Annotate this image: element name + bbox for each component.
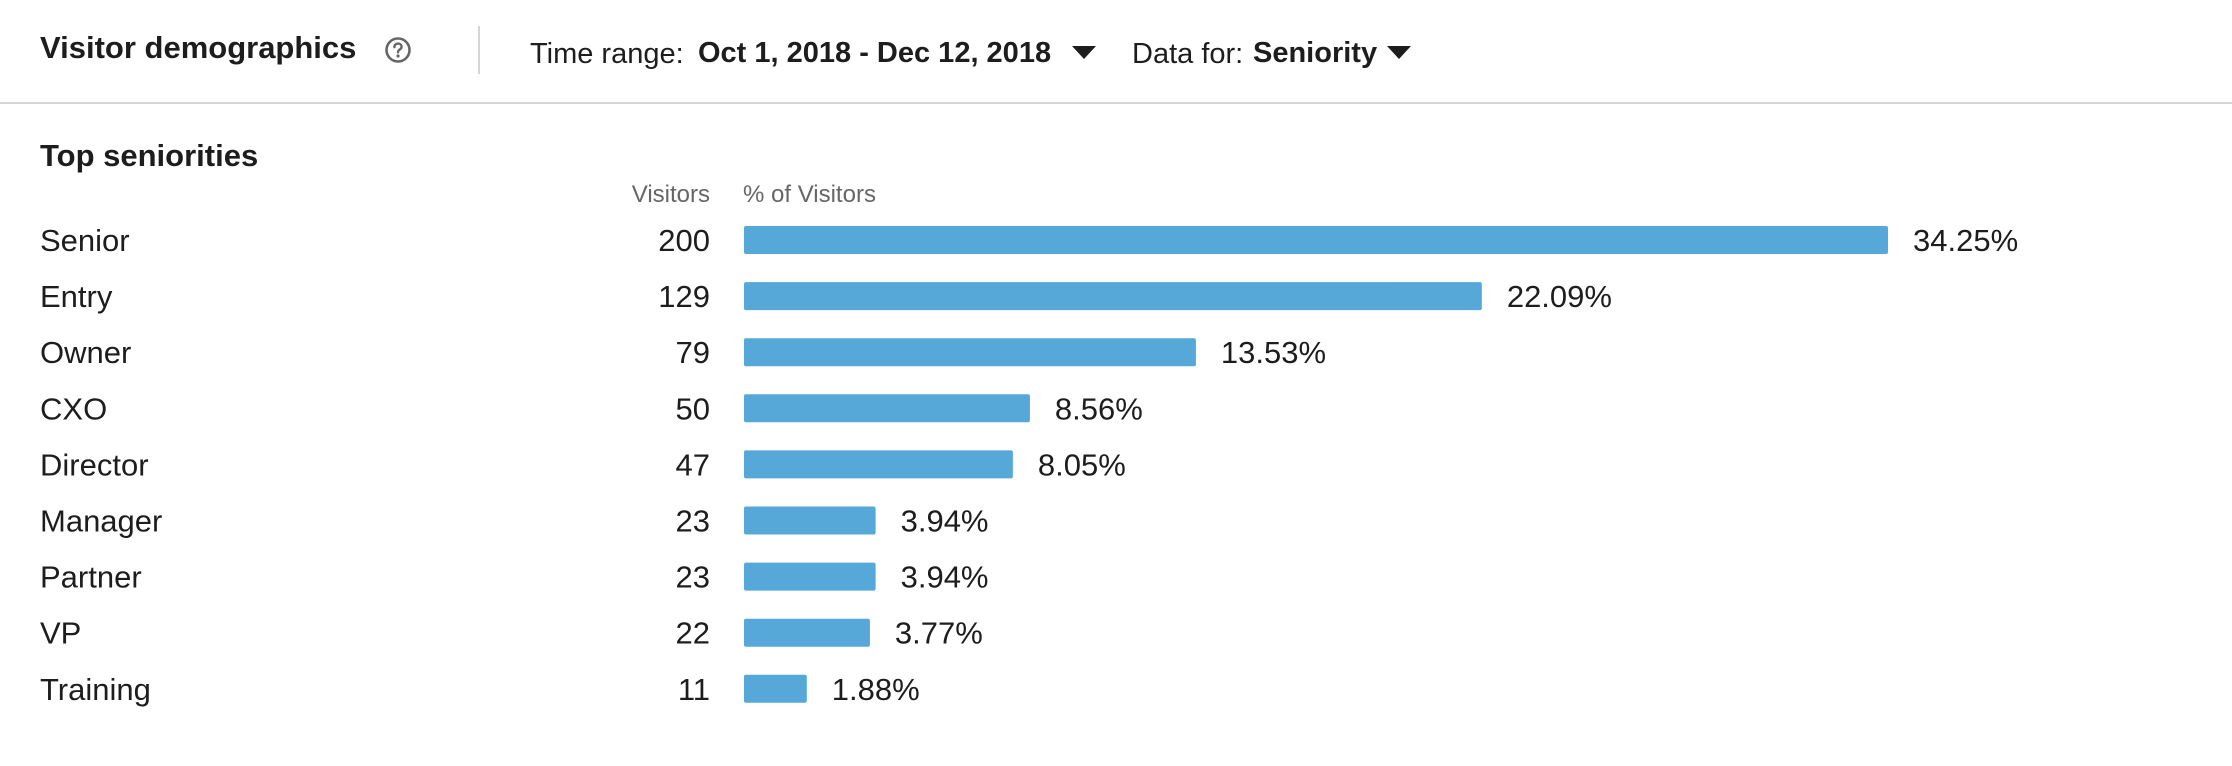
chart-row: Senior 200 34.25% xyxy=(40,223,2018,258)
category-label: Manager xyxy=(40,504,162,539)
visitor-count: 11 xyxy=(678,672,710,707)
bar[interactable] xyxy=(744,618,870,647)
column-header-percent: % of Visitors xyxy=(743,181,876,208)
visitor-count: 23 xyxy=(676,504,710,539)
chart-row: Owner 79 13.53% xyxy=(40,335,1326,370)
visitor-count: 22 xyxy=(676,616,710,651)
visitor-count: 23 xyxy=(676,560,710,595)
category-label: Entry xyxy=(40,279,113,314)
percent-label: 3.94% xyxy=(901,560,989,595)
caret-down-icon[interactable] xyxy=(1386,44,1412,60)
visitor-count: 47 xyxy=(676,447,710,482)
category-label: Training xyxy=(40,672,151,707)
percent-label: 3.77% xyxy=(895,616,983,651)
category-label: Senior xyxy=(40,223,130,258)
data-for-label: Data for: xyxy=(1132,38,1244,70)
bar[interactable] xyxy=(744,338,1196,367)
chart-row: Partner 23 3.94% xyxy=(40,560,989,595)
chart-row: Training 11 1.88% xyxy=(40,672,920,707)
category-label: Owner xyxy=(40,335,131,370)
page-title: Visitor demographics xyxy=(40,30,357,65)
chart-row: CXO 50 8.56% xyxy=(40,391,1143,426)
percent-label: 22.09% xyxy=(1507,279,1612,314)
chart-row: VP 22 3.77% xyxy=(40,616,983,651)
visitor-count: 200 xyxy=(658,223,710,258)
bar[interactable] xyxy=(744,450,1013,479)
header-bar: Visitor demographics Time range: Oct 1, … xyxy=(0,0,2232,104)
percent-label: 34.25% xyxy=(1913,223,2018,258)
chart-row: Entry 129 22.09% xyxy=(40,279,1612,314)
section-title: Top seniorities xyxy=(40,138,259,173)
chart-row: Manager 23 3.94% xyxy=(40,504,989,539)
data-for-value[interactable]: Seniority xyxy=(1253,37,1378,69)
percent-label: 8.05% xyxy=(1038,447,1126,482)
column-header-visitors: Visitors xyxy=(631,181,710,208)
percent-label: 13.53% xyxy=(1221,335,1326,370)
percent-label: 1.88% xyxy=(832,672,920,707)
question-circle-icon[interactable] xyxy=(384,36,412,64)
chart-row: Director 47 8.05% xyxy=(40,447,1126,482)
category-label: Partner xyxy=(40,560,142,595)
time-range-value[interactable]: Oct 1, 2018 - Dec 12, 2018 xyxy=(698,37,1052,69)
caret-down-icon[interactable] xyxy=(1071,44,1097,60)
visitor-count: 129 xyxy=(658,279,710,314)
percent-label: 3.94% xyxy=(901,504,989,539)
time-range-label: Time range: xyxy=(530,38,684,70)
bar[interactable] xyxy=(744,506,876,535)
bar[interactable] xyxy=(744,394,1030,423)
header-divider xyxy=(478,26,480,74)
category-label: CXO xyxy=(40,391,107,426)
category-label: Director xyxy=(40,447,149,482)
category-label: VP xyxy=(40,616,81,651)
bar[interactable] xyxy=(744,226,1888,254)
percent-label: 8.56% xyxy=(1055,391,1143,426)
bar[interactable] xyxy=(744,282,1482,311)
bar[interactable] xyxy=(744,562,876,591)
bar[interactable] xyxy=(744,674,807,703)
visitor-count: 79 xyxy=(676,335,710,370)
visitor-count: 50 xyxy=(676,391,710,426)
